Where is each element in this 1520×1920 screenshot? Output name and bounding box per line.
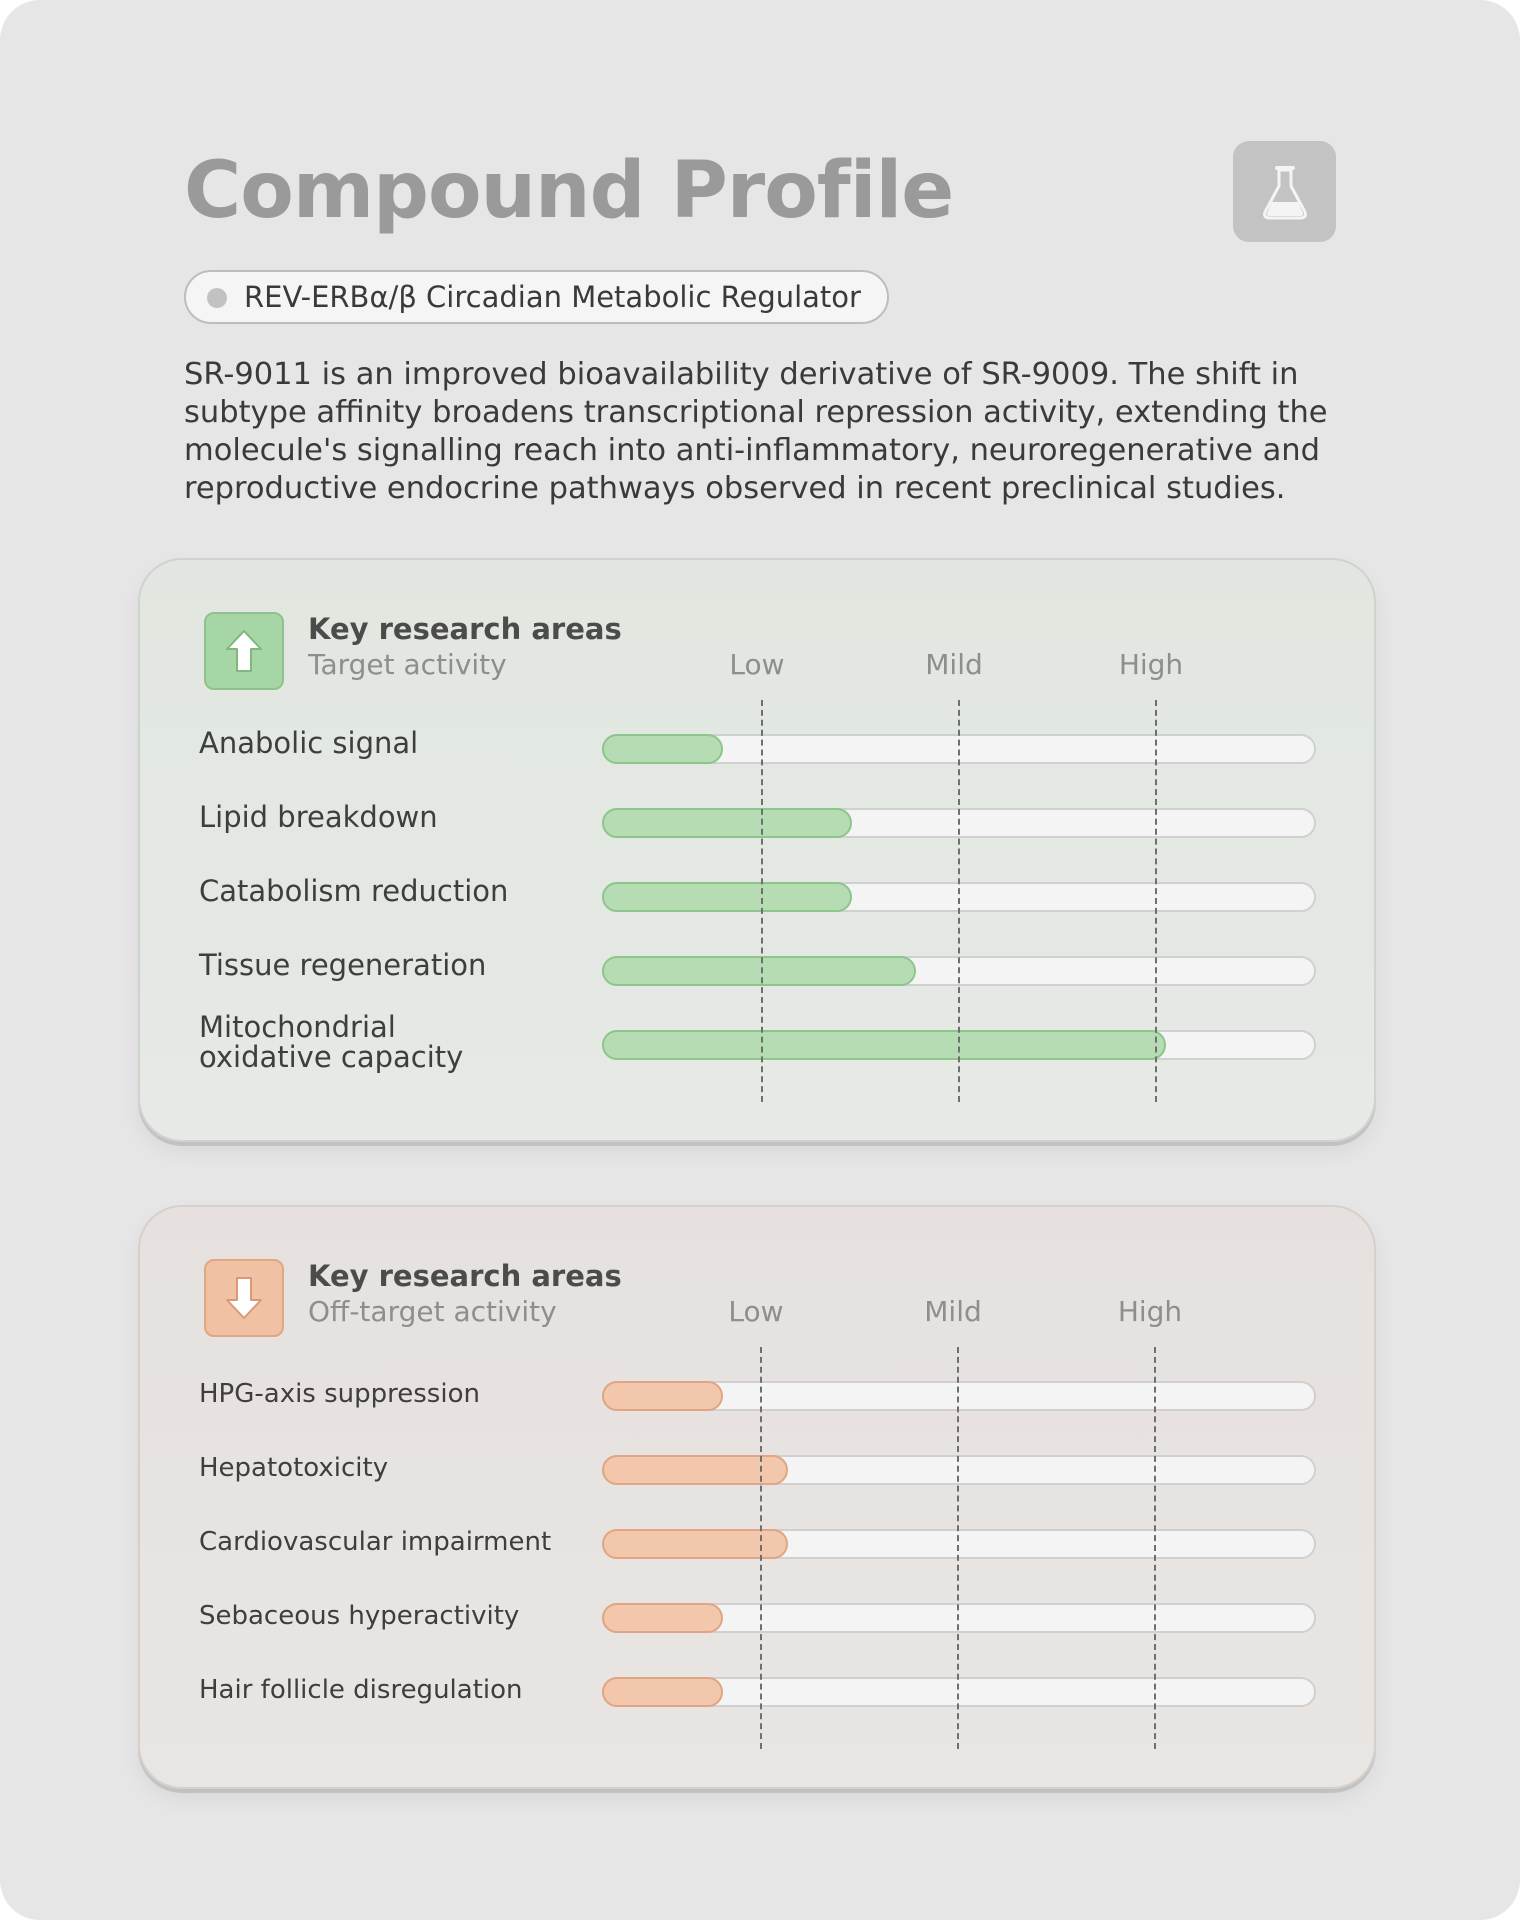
target-subheading: Target activity: [308, 648, 507, 681]
flask-icon-tile: [1233, 141, 1336, 242]
level-label-low: Low: [728, 1295, 784, 1328]
off-target-bar-track: [602, 1455, 1316, 1485]
target-bar-fill: [602, 734, 723, 764]
off-target-bar-fill: [602, 1677, 723, 1707]
target-row-label: Tissue regeneration: [199, 948, 487, 982]
level-marker-high: [1155, 700, 1157, 1102]
arrow-down-icon: [226, 1277, 262, 1319]
off-target-activity-panel: Key research areas Off-target activity L…: [138, 1205, 1376, 1789]
off-target-badge: [204, 1259, 284, 1337]
compound-class-tag: REV-ERBα/β Circadian Metabolic Regulator: [184, 270, 889, 324]
tag-dot: [207, 288, 227, 308]
target-row-label: Catabolism reduction: [199, 874, 509, 908]
off-target-row-label: Hair follicle disregulation: [199, 1675, 523, 1705]
target-row-label: Mitochondrial oxidative capacity: [199, 1010, 464, 1074]
target-bar-fill: [602, 1030, 1166, 1060]
level-marker-mild: [958, 700, 960, 1102]
off-target-bar-fill: [602, 1529, 788, 1559]
target-bar-fill: [602, 808, 852, 838]
target-activity-panel: Key research areas Target activity Low M…: [138, 558, 1376, 1142]
level-label-high: High: [1117, 1295, 1183, 1328]
off-target-bar-fill: [602, 1455, 788, 1485]
tag-label: REV-ERBα/β Circadian Metabolic Regulator: [244, 280, 861, 314]
off-target-row-label: Hepatotoxicity: [199, 1453, 389, 1483]
level-marker-mild: [957, 1347, 959, 1749]
off-target-bar-track: [602, 1677, 1316, 1707]
off-target-subheading: Off-target activity: [308, 1295, 557, 1328]
level-label-mild: Mild: [925, 648, 983, 681]
level-marker-high: [1154, 1347, 1156, 1749]
level-label-high: High: [1118, 648, 1184, 681]
off-target-row-label: Sebaceous hyperactivity: [199, 1601, 520, 1631]
target-heading: Key research areas: [308, 612, 622, 646]
compound-description: SR-9011 is an improved bioavailability d…: [184, 357, 1328, 506]
arrow-up-icon: [226, 630, 262, 672]
target-badge: [204, 612, 284, 690]
target-row-label: Lipid breakdown: [199, 800, 438, 834]
level-marker-low: [760, 1347, 762, 1749]
off-target-bar-fill: [602, 1603, 723, 1633]
level-marker-low: [761, 700, 763, 1102]
off-target-bar-track: [602, 1381, 1316, 1411]
off-target-bar-track: [602, 1529, 1316, 1559]
flask-icon: [1262, 165, 1307, 219]
level-label-mild: Mild: [924, 1295, 982, 1328]
off-target-row-label: HPG-axis suppression: [199, 1379, 480, 1409]
level-label-low: Low: [729, 648, 785, 681]
off-target-bar-fill: [602, 1381, 723, 1411]
off-target-heading: Key research areas: [308, 1259, 622, 1293]
target-bar-fill: [602, 882, 852, 912]
page-title: Compound Profile: [184, 146, 954, 236]
off-target-row-label: Cardiovascular impairment: [199, 1527, 552, 1557]
target-row-label: Anabolic signal: [199, 726, 419, 760]
target-bar-fill: [602, 956, 916, 986]
off-target-bar-track: [602, 1603, 1316, 1633]
